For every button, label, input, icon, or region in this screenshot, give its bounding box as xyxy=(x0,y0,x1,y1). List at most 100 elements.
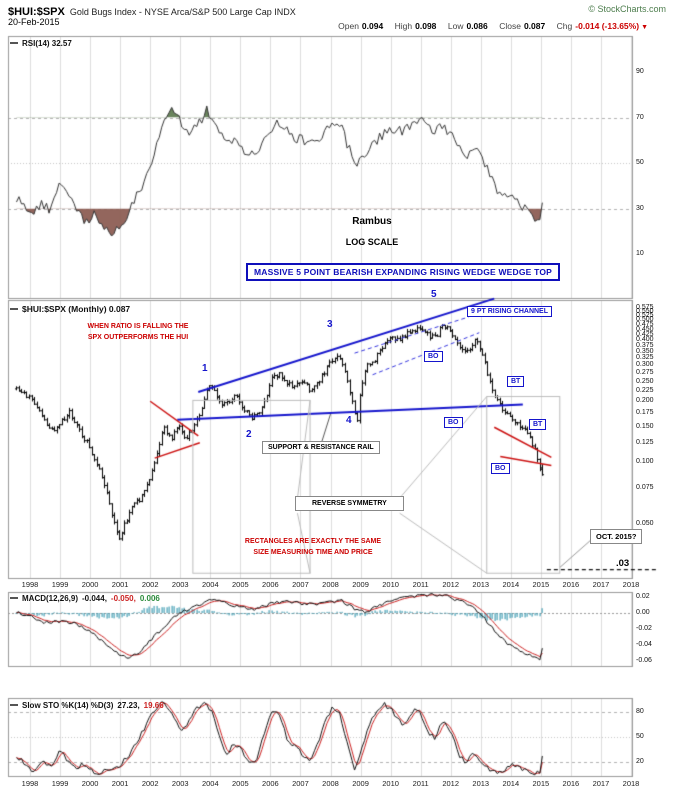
backtest-label-1: BT xyxy=(507,376,525,387)
rsi-axis-label: 10 xyxy=(636,250,644,257)
date-axis-label: 1998 xyxy=(21,779,39,788)
date-axis-label: 2011 xyxy=(412,779,429,788)
open-label: Open xyxy=(338,21,359,31)
price-axis-label: 0.175 xyxy=(636,409,654,417)
sto-axis-label: 50 xyxy=(636,733,644,740)
date-axis-label: 2004 xyxy=(201,580,219,589)
date-axis-label: 2014 xyxy=(502,779,520,788)
date-axis-label: 2012 xyxy=(442,779,460,788)
ratio-falling-note-line1: WHEN RATIO IS FALLING THE xyxy=(87,323,189,330)
date-axis-label: 2010 xyxy=(382,779,399,788)
date-axis-label: 2001 xyxy=(111,779,129,788)
wedge-point-2: 2 xyxy=(246,429,252,440)
sto-d-value: 19.66 xyxy=(143,701,164,710)
date-axis-label: 2013 xyxy=(472,779,490,788)
close-label: Close xyxy=(499,21,521,31)
price-axis-label: 0.200 xyxy=(636,397,654,405)
price-axis-label: 0.475 xyxy=(636,320,654,328)
date-axis-label: 2010 xyxy=(382,580,399,589)
price-axis-label: 0.425 xyxy=(636,330,654,338)
date-axis-label: 2000 xyxy=(81,779,99,788)
sto-line-icon xyxy=(10,704,18,706)
low-value: 0.086 xyxy=(466,21,488,31)
date-axis-label: 2018 xyxy=(622,779,640,788)
date-axis-label: 2003 xyxy=(171,779,189,788)
high-label: High xyxy=(394,21,413,31)
macd-value: -0.044, xyxy=(82,594,107,603)
price-axis-label: 0.375 xyxy=(636,341,654,349)
sto-axis-label: 80 xyxy=(636,708,644,715)
date-axis-label: 2007 xyxy=(292,580,309,589)
wedge-point-1: 1 xyxy=(202,363,208,374)
rsi-axis-label: 30 xyxy=(636,204,644,212)
price-axis-label: 0.525 xyxy=(636,312,654,320)
oct-2015-box: OCT. 2015? xyxy=(590,529,643,544)
sto-k-value: 27.23, xyxy=(117,701,140,710)
rsi-axis-label: 50 xyxy=(636,159,644,166)
date-axis-label: 2013 xyxy=(472,580,490,589)
rsi-panel-label-wrap: RSI(14) 32.57 xyxy=(10,39,72,48)
price-axis-label: 0.050 xyxy=(636,519,654,527)
rectangles-note-line2: SIZE MEASURING TIME AND PRICE xyxy=(253,549,373,557)
price-axis-label: 0.575 xyxy=(636,304,654,312)
date-axis-label: 2003 xyxy=(171,580,189,589)
rsi-line-icon xyxy=(10,42,18,44)
date-axis-label: 2002 xyxy=(141,779,159,788)
rsi-axis-label: 90 xyxy=(636,68,644,75)
macd-panel-label-wrap: MACD(12,26,9) -0.044, -0.050, 0.006 xyxy=(10,594,160,603)
date-axis-label: 2016 xyxy=(562,580,580,589)
macd-axis-label: 0.00 xyxy=(636,609,650,616)
sto-name: Slow STO %K(14) %D(3) xyxy=(22,701,114,710)
ratio-falling-note-line2: SPX OUTPERFORMS THE HUI xyxy=(87,334,189,342)
main-panel-label-wrap: $HUI:$SPX (Monthly) 0.087 xyxy=(10,304,130,314)
price-axis-label: 0.225 xyxy=(636,386,654,394)
rambus-signature: Rambus xyxy=(352,216,392,227)
reverse-symmetry-box: REVERSE SYMMETRY xyxy=(295,496,404,511)
price-axis-label: 0.250 xyxy=(636,377,654,385)
macd-axis-label: -0.02 xyxy=(636,625,652,632)
price-axis-label: 0.125 xyxy=(636,438,654,446)
support-resistance-box: SUPPORT & RESISTANCE RAIL xyxy=(262,441,380,454)
macd-signal-value: -0.050, xyxy=(110,594,136,603)
date-axis-label: 2006 xyxy=(262,779,279,788)
low-label: Low xyxy=(447,21,464,31)
close-value: 0.087 xyxy=(523,21,546,31)
chg-down-arrow-icon: ▼ xyxy=(641,24,648,31)
wedge-title-box: MASSIVE 5 POINT BEARISH EXPANDING RISING… xyxy=(246,263,561,281)
date-axis-label: 2008 xyxy=(322,580,339,589)
open-value: 0.094 xyxy=(361,21,384,31)
price-axis-label: 0.400 xyxy=(636,336,654,344)
price-axis-label: 0.500 xyxy=(636,316,654,324)
date-axis-label: 2014 xyxy=(502,580,520,589)
price-axis-label: 0.100 xyxy=(636,458,654,466)
chg-label: Chg xyxy=(556,21,573,31)
macd-axis-label: -0.04 xyxy=(636,641,652,648)
macd-axis-label: -0.06 xyxy=(636,657,652,664)
rising-channel-box: 9 PT RISING CHANNEL xyxy=(467,306,553,317)
sto-axis-label: 20 xyxy=(636,758,644,765)
wedge-point-5: 5 xyxy=(431,289,437,300)
chart-date: 20-Feb-2015 xyxy=(8,17,60,27)
sto-panel-label-wrap: Slow STO %K(14) %D(3) 27.23, 19.66 xyxy=(10,701,164,710)
price-axis-label: 0.300 xyxy=(636,361,654,369)
macd-name: MACD(12,26,9) xyxy=(22,594,79,603)
wedge-point-4: 4 xyxy=(346,415,352,426)
breakout-label-3: BO xyxy=(491,463,510,474)
date-axis-label: 2002 xyxy=(141,580,159,589)
date-axis-label: 2009 xyxy=(352,580,369,589)
log-scale-label: LOG SCALE xyxy=(345,237,399,247)
breakout-label-2: BO xyxy=(444,417,463,428)
macd-hist-value: 0.006 xyxy=(139,594,160,603)
date-axis-label: 2018 xyxy=(622,580,640,589)
date-axis-label: 2008 xyxy=(322,779,339,788)
price-axis-label: 0.450 xyxy=(636,325,654,333)
date-axis-label: 2006 xyxy=(262,580,279,589)
rsi-axis-label: 70 xyxy=(636,113,644,121)
date-axis-label: 1999 xyxy=(51,779,69,788)
target-level-label: .03 xyxy=(616,558,630,569)
date-axis-label: 2015 xyxy=(532,779,550,788)
price-axis-label: 0.075 xyxy=(636,483,654,491)
date-axis-label: 2015 xyxy=(532,580,550,589)
